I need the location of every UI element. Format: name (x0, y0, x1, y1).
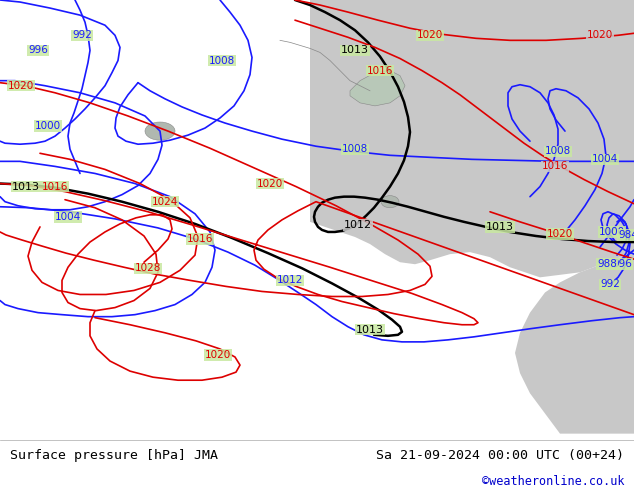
Text: 1012: 1012 (344, 220, 372, 230)
Ellipse shape (145, 122, 175, 140)
Text: 1016: 1016 (542, 161, 568, 172)
Text: 988: 988 (597, 259, 617, 269)
Text: 1020: 1020 (547, 229, 573, 239)
Text: 1004: 1004 (55, 212, 81, 222)
Text: 1020: 1020 (257, 178, 283, 189)
Text: 1000: 1000 (35, 121, 61, 131)
Text: 1008: 1008 (342, 144, 368, 154)
Text: 1008: 1008 (209, 55, 235, 66)
Text: 1012: 1012 (277, 275, 303, 285)
Text: 1004: 1004 (592, 154, 618, 164)
Text: 1020: 1020 (587, 30, 613, 40)
Text: 996: 996 (612, 259, 632, 269)
Polygon shape (515, 252, 634, 434)
Text: 1020: 1020 (417, 30, 443, 40)
Text: Surface pressure [hPa] JMA: Surface pressure [hPa] JMA (10, 448, 217, 462)
Text: 1020: 1020 (8, 81, 34, 91)
Polygon shape (350, 71, 405, 106)
Text: 1020: 1020 (205, 350, 231, 360)
Text: 1000: 1000 (599, 227, 625, 237)
Text: 1016: 1016 (187, 234, 213, 244)
Ellipse shape (381, 196, 399, 208)
Text: 1008: 1008 (545, 147, 571, 156)
Text: 996: 996 (28, 46, 48, 55)
Text: 984: 984 (618, 230, 634, 240)
Text: 992: 992 (72, 30, 92, 40)
Text: 1013: 1013 (341, 46, 369, 55)
Text: 1016: 1016 (367, 66, 393, 75)
Text: 1016: 1016 (42, 182, 68, 192)
Text: 992: 992 (600, 279, 620, 290)
Text: ©weatheronline.co.uk: ©weatheronline.co.uk (482, 475, 624, 488)
Text: 1013: 1013 (486, 222, 514, 232)
Text: 1028: 1028 (135, 263, 161, 273)
Text: Sa 21-09-2024 00:00 UTC (00+24): Sa 21-09-2024 00:00 UTC (00+24) (377, 448, 624, 462)
Polygon shape (310, 0, 634, 277)
Text: 1013: 1013 (356, 325, 384, 335)
Text: 1024: 1024 (152, 196, 178, 207)
Text: 1013: 1013 (12, 182, 40, 192)
